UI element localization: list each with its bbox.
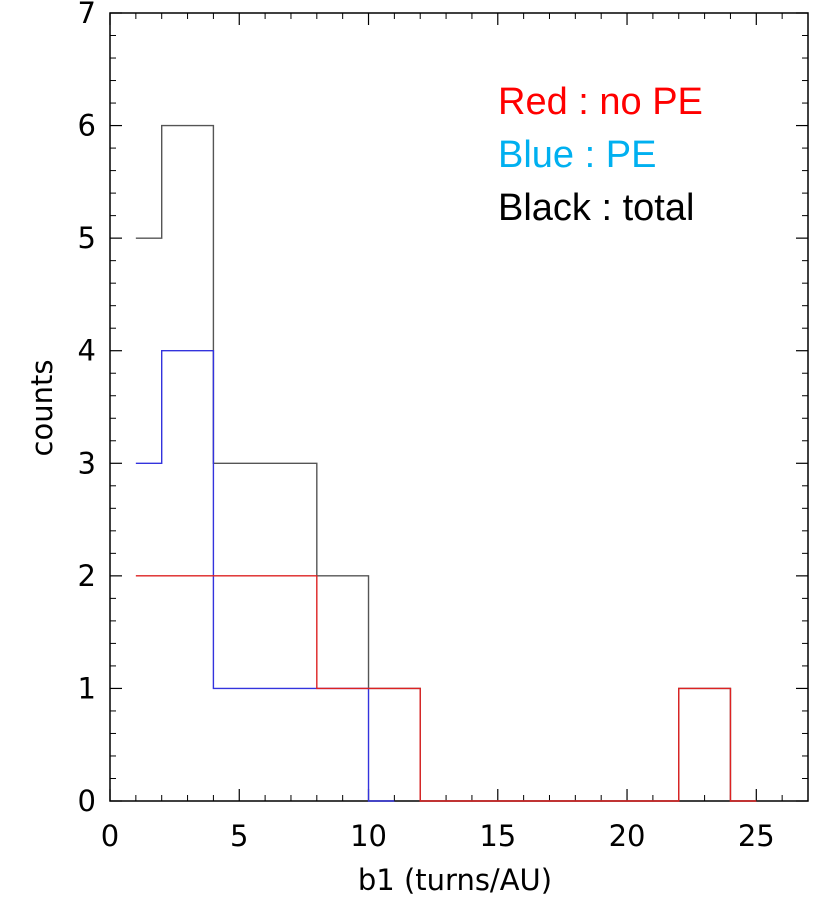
- legend-entry: Blue : PE: [498, 134, 656, 176]
- series-no-pe-step-line: [135, 575, 757, 802]
- x-tick-label: 25: [738, 819, 775, 853]
- legend-entry: Red : no PE: [498, 81, 703, 123]
- plot-frame: [109, 12, 809, 802]
- y-tick-label: 7: [78, 0, 96, 30]
- x-tick-label: 10: [350, 819, 387, 853]
- x-tick-label: 0: [101, 819, 119, 853]
- x-tick-label: 15: [479, 819, 516, 853]
- y-tick-label: 6: [78, 109, 96, 143]
- series-layer: [135, 124, 757, 802]
- y-tick-label: 0: [78, 784, 96, 818]
- x-tick-label: 5: [230, 819, 248, 853]
- y-tick-label: 2: [78, 559, 96, 593]
- y-tick-label: 5: [78, 221, 96, 255]
- x-axis-title: b1 (turns/AU): [358, 863, 552, 897]
- legend-entry: Black : total: [498, 187, 694, 229]
- series-pe-step-line: [135, 350, 395, 802]
- y-tick-label: 1: [78, 671, 96, 705]
- y-tick-label: 4: [78, 334, 96, 368]
- x-tick-label: 20: [609, 819, 646, 853]
- y-tick-label: 3: [78, 446, 96, 480]
- legend: Red : no PE Blue : PE Black : total: [498, 81, 703, 229]
- y-axis-title: counts: [25, 360, 59, 457]
- axis-ticks: [109, 12, 808, 802]
- tick-labels: 0 5 10 15 20 25 0 1 2 3 4 5 6 7: [78, 0, 775, 853]
